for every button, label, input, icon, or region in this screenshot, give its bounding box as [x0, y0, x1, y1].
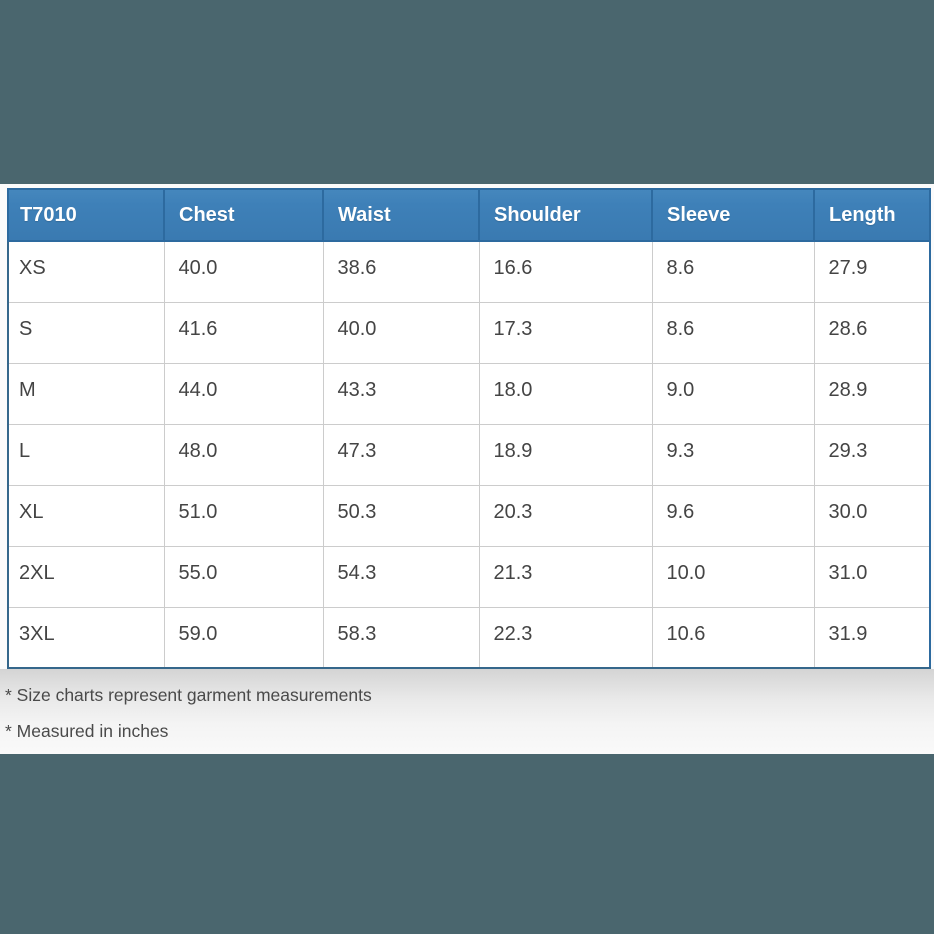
- measurement-cell: 47.3: [322, 423, 480, 486]
- measurement-cell: 18.9: [478, 423, 653, 486]
- column-header-waist: Waist: [322, 188, 480, 242]
- column-header-chest: Chest: [163, 188, 324, 242]
- measurement-cell: 10.0: [651, 545, 815, 608]
- note-garment-measurements: * Size charts represent garment measurem…: [5, 685, 372, 705]
- size-cell: 3XL: [7, 606, 165, 669]
- measurement-cell: 9.6: [651, 484, 815, 547]
- measurement-cell: 55.0: [163, 545, 324, 608]
- column-header-sleeve: Sleeve: [651, 188, 815, 242]
- header-row: T7010 Chest Waist Shoulder Sleeve Length: [7, 188, 931, 242]
- size-cell: XS: [7, 240, 165, 303]
- size-cell: M: [7, 362, 165, 425]
- table-row-m: M 44.0 43.3 18.0 9.0 28.9: [7, 362, 931, 425]
- measurement-cell: 48.0: [163, 423, 324, 486]
- product-code-header: T7010: [7, 188, 165, 242]
- measurement-cell: 16.6: [478, 240, 653, 303]
- size-chart-panel: T7010 Chest Waist Shoulder Sleeve Length…: [0, 184, 934, 754]
- size-cell: XL: [7, 484, 165, 547]
- measurement-cell: 58.3: [322, 606, 480, 669]
- size-cell: 2XL: [7, 545, 165, 608]
- measurement-cell: 9.3: [651, 423, 815, 486]
- top-band: [0, 0, 934, 184]
- measurement-cell: 8.6: [651, 301, 815, 364]
- note-measured-in-inches: * Measured in inches: [5, 721, 169, 741]
- column-header-shoulder: Shoulder: [478, 188, 653, 242]
- table-row-2xl: 2XL 55.0 54.3 21.3 10.0 31.0: [7, 545, 931, 608]
- table-row-xl: XL 51.0 50.3 20.3 9.6 30.0: [7, 484, 931, 547]
- size-chart-table: T7010 Chest Waist Shoulder Sleeve Length…: [7, 188, 931, 669]
- measurement-cell: 10.6: [651, 606, 815, 669]
- measurement-cell: 44.0: [163, 362, 324, 425]
- size-cell: L: [7, 423, 165, 486]
- measurement-cell: 38.6: [322, 240, 480, 303]
- table-row-xs: XS 40.0 38.6 16.6 8.6 27.9: [7, 240, 931, 303]
- measurement-cell: 22.3: [478, 606, 653, 669]
- measurement-cell: 40.0: [322, 301, 480, 364]
- measurement-cell: 31.9: [813, 606, 931, 669]
- measurement-cell: 50.3: [322, 484, 480, 547]
- measurement-cell: 59.0: [163, 606, 324, 669]
- measurement-cell: 30.0: [813, 484, 931, 547]
- column-header-length: Length: [813, 188, 931, 242]
- bottom-band: [0, 749, 934, 934]
- measurement-cell: 28.6: [813, 301, 931, 364]
- measurement-cell: 28.9: [813, 362, 931, 425]
- measurement-cell: 40.0: [163, 240, 324, 303]
- table-row-s: S 41.6 40.0 17.3 8.6 28.6: [7, 301, 931, 364]
- measurement-cell: 29.3: [813, 423, 931, 486]
- measurement-cell: 51.0: [163, 484, 324, 547]
- table-row-3xl: 3XL 59.0 58.3 22.3 10.6 31.9: [7, 606, 931, 669]
- size-cell: S: [7, 301, 165, 364]
- table-row-l: L 48.0 47.3 18.9 9.3 29.3: [7, 423, 931, 486]
- notes-section: * Size charts represent garment measurem…: [0, 669, 934, 754]
- measurement-cell: 9.0: [651, 362, 815, 425]
- measurement-cell: 21.3: [478, 545, 653, 608]
- measurement-cell: 43.3: [322, 362, 480, 425]
- measurement-cell: 18.0: [478, 362, 653, 425]
- measurement-cell: 31.0: [813, 545, 931, 608]
- measurement-cell: 8.6: [651, 240, 815, 303]
- measurement-cell: 41.6: [163, 301, 324, 364]
- measurement-cell: 17.3: [478, 301, 653, 364]
- measurement-cell: 27.9: [813, 240, 931, 303]
- measurement-cell: 54.3: [322, 545, 480, 608]
- measurement-cell: 20.3: [478, 484, 653, 547]
